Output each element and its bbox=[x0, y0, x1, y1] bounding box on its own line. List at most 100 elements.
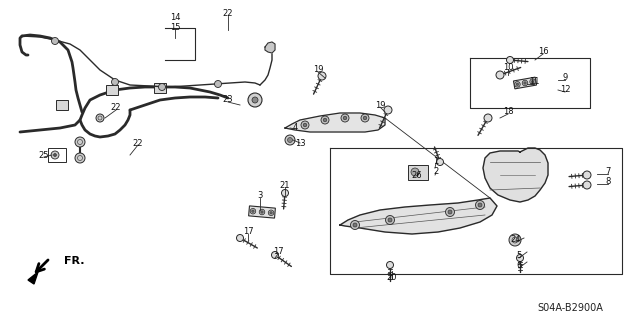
Circle shape bbox=[583, 181, 591, 189]
Text: 17: 17 bbox=[243, 227, 253, 236]
Circle shape bbox=[318, 72, 326, 80]
Circle shape bbox=[51, 38, 58, 44]
Text: 4: 4 bbox=[292, 122, 298, 131]
Circle shape bbox=[75, 137, 85, 147]
Circle shape bbox=[445, 207, 454, 217]
Circle shape bbox=[214, 80, 221, 87]
Polygon shape bbox=[285, 113, 385, 132]
Text: 2: 2 bbox=[433, 167, 438, 175]
Text: 3: 3 bbox=[257, 191, 262, 201]
Circle shape bbox=[271, 251, 278, 258]
Circle shape bbox=[524, 82, 526, 84]
Circle shape bbox=[159, 84, 166, 91]
Bar bbox=[56, 100, 68, 110]
Circle shape bbox=[270, 211, 272, 214]
Circle shape bbox=[364, 116, 367, 120]
Circle shape bbox=[531, 80, 534, 83]
Polygon shape bbox=[265, 42, 275, 53]
Circle shape bbox=[583, 171, 591, 179]
Polygon shape bbox=[28, 272, 38, 284]
Text: 24: 24 bbox=[511, 235, 521, 244]
Circle shape bbox=[478, 203, 482, 207]
Text: 6: 6 bbox=[516, 262, 522, 271]
Circle shape bbox=[268, 210, 274, 216]
Text: 19: 19 bbox=[313, 65, 323, 75]
Text: 14: 14 bbox=[170, 13, 180, 23]
Text: 15: 15 bbox=[170, 24, 180, 33]
Text: 1: 1 bbox=[433, 157, 438, 166]
Circle shape bbox=[250, 208, 256, 214]
Bar bbox=[48, 148, 66, 162]
Circle shape bbox=[384, 106, 392, 114]
Circle shape bbox=[351, 220, 360, 229]
Circle shape bbox=[484, 114, 492, 122]
Circle shape bbox=[54, 153, 56, 157]
Text: 22: 22 bbox=[223, 10, 233, 19]
Circle shape bbox=[436, 159, 444, 166]
Text: 20: 20 bbox=[387, 272, 397, 281]
Bar bbox=[154, 83, 166, 93]
Circle shape bbox=[448, 210, 452, 214]
Text: 10: 10 bbox=[503, 63, 513, 71]
Circle shape bbox=[476, 201, 484, 210]
Circle shape bbox=[111, 78, 118, 85]
Text: 9: 9 bbox=[563, 73, 568, 83]
Bar bbox=[106, 85, 118, 95]
Circle shape bbox=[341, 114, 349, 122]
Text: 8: 8 bbox=[605, 177, 611, 187]
Text: S04A-B2900A: S04A-B2900A bbox=[537, 303, 603, 313]
Circle shape bbox=[75, 153, 85, 163]
Circle shape bbox=[321, 116, 329, 124]
Circle shape bbox=[509, 234, 521, 246]
Circle shape bbox=[353, 223, 357, 227]
Text: 13: 13 bbox=[294, 138, 305, 147]
Circle shape bbox=[248, 93, 262, 107]
Text: 21: 21 bbox=[280, 181, 291, 189]
Polygon shape bbox=[483, 148, 548, 202]
Text: 18: 18 bbox=[502, 108, 513, 116]
Circle shape bbox=[96, 114, 104, 122]
Circle shape bbox=[285, 135, 295, 145]
Text: 16: 16 bbox=[538, 48, 548, 56]
Circle shape bbox=[51, 151, 59, 159]
Polygon shape bbox=[340, 198, 497, 234]
Circle shape bbox=[515, 82, 520, 87]
Text: 17: 17 bbox=[273, 248, 284, 256]
Circle shape bbox=[361, 114, 369, 122]
Polygon shape bbox=[248, 206, 275, 218]
Circle shape bbox=[411, 168, 419, 176]
Circle shape bbox=[282, 189, 289, 197]
Circle shape bbox=[261, 211, 263, 213]
Circle shape bbox=[385, 216, 394, 225]
Circle shape bbox=[506, 56, 513, 63]
Circle shape bbox=[516, 255, 524, 262]
Text: 19: 19 bbox=[375, 100, 385, 109]
Circle shape bbox=[323, 118, 327, 122]
Text: 5: 5 bbox=[516, 251, 522, 261]
Circle shape bbox=[387, 262, 394, 269]
Circle shape bbox=[287, 137, 292, 143]
Text: 23: 23 bbox=[223, 95, 234, 105]
Polygon shape bbox=[513, 77, 536, 89]
Circle shape bbox=[516, 83, 518, 85]
Text: 11: 11 bbox=[529, 78, 540, 86]
Circle shape bbox=[259, 209, 265, 215]
Text: 25: 25 bbox=[39, 151, 49, 160]
Circle shape bbox=[301, 121, 309, 129]
Circle shape bbox=[343, 116, 347, 120]
Circle shape bbox=[496, 71, 504, 79]
Circle shape bbox=[252, 210, 254, 212]
Text: 12: 12 bbox=[560, 85, 570, 94]
Text: 22: 22 bbox=[111, 103, 121, 113]
Circle shape bbox=[522, 80, 528, 86]
Circle shape bbox=[388, 218, 392, 222]
Text: FR.: FR. bbox=[64, 256, 84, 266]
Text: 22: 22 bbox=[132, 138, 143, 147]
Circle shape bbox=[530, 79, 536, 85]
Bar bbox=[408, 165, 428, 180]
Circle shape bbox=[237, 234, 243, 241]
Circle shape bbox=[303, 123, 307, 127]
Circle shape bbox=[252, 97, 258, 103]
Text: 7: 7 bbox=[605, 167, 611, 176]
Text: 26: 26 bbox=[412, 170, 422, 180]
